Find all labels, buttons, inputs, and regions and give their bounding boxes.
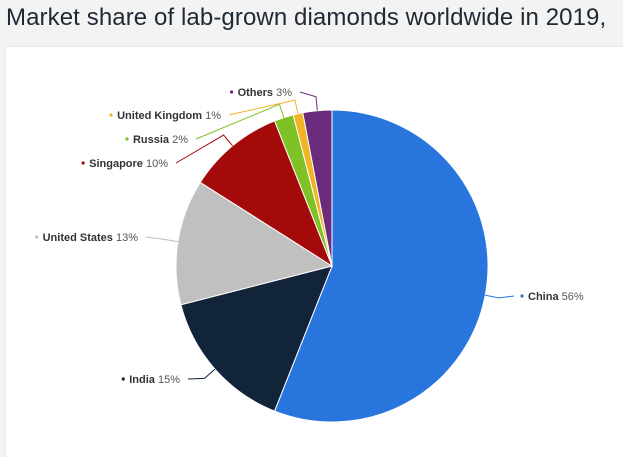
connector-line (485, 294, 515, 299)
pie-chart: China 56% India 15% United States 13% Singa… (35, 87, 584, 423)
connector-line (145, 236, 178, 243)
connector-line (187, 368, 216, 380)
data-label-singapore: Singapore 10% (89, 158, 168, 170)
pie-slice-india[interactable] (180, 265, 333, 412)
pie-slice-singapore[interactable] (199, 120, 334, 268)
data-label-russia: Russia 2% (133, 134, 188, 146)
data-label-united-states: United States 13% (43, 232, 139, 244)
pie-slice-united-states[interactable] (175, 181, 334, 306)
legend-bullet (520, 294, 524, 298)
legend-bullet (81, 161, 85, 165)
legend-bullet (35, 235, 39, 239)
data-label-others: Others 3% (238, 87, 293, 99)
legend-bullet (109, 113, 113, 117)
data-label-united-kingdom: United Kingdom 1% (117, 110, 221, 122)
connector-line (175, 134, 233, 164)
pie-slice-china[interactable] (273, 109, 489, 423)
connector-line (228, 99, 299, 116)
legend-bullet (121, 377, 125, 381)
chart-title: Market share of lab-grown diamonds world… (6, 4, 607, 31)
connector-line (299, 91, 318, 111)
data-label-china: China 56% (528, 291, 584, 303)
legend-bullet (125, 137, 129, 141)
legend-bullet (229, 90, 234, 94)
data-label-india: India 15% (129, 374, 180, 386)
connector-line (195, 103, 285, 140)
